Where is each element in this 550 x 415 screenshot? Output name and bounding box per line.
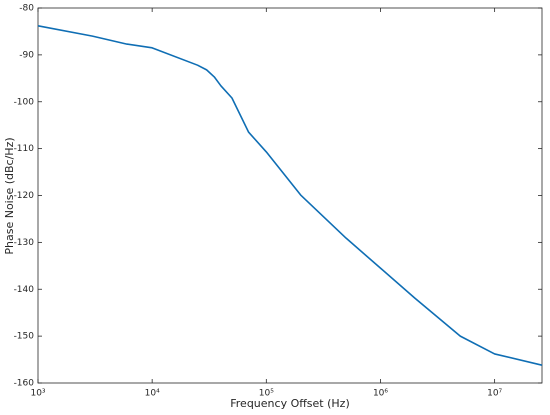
y-tick-label: -140	[14, 285, 35, 295]
y-tick-label: -110	[14, 144, 35, 154]
x-tick-label: 10⁶	[373, 389, 388, 399]
x-tick-label: 10³	[30, 389, 45, 399]
y-axis-label: Phase Noise (dBc/Hz)	[3, 137, 16, 254]
y-tick-label: -80	[19, 4, 34, 14]
x-tick-label: 10⁴	[145, 389, 160, 399]
plot-frame	[37, 7, 543, 384]
y-tick-label: -100	[14, 97, 35, 107]
line	[37, 25, 543, 366]
y-tick-label: -150	[14, 332, 35, 342]
x-axis-label: Frequency Offset (Hz)	[230, 397, 350, 410]
y-tick-label: -160	[14, 379, 35, 389]
x-tick-label: 10⁷	[487, 389, 502, 399]
y-tick-label: -90	[19, 50, 34, 60]
y-tick-label: -120	[14, 191, 35, 201]
x-tick-label: 10⁵	[259, 389, 274, 399]
y-tick-label: -130	[14, 238, 35, 248]
